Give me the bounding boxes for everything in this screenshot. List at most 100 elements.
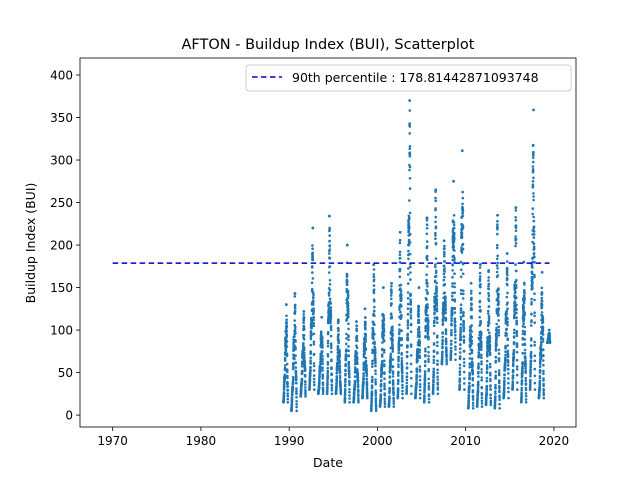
data-point xyxy=(443,267,446,270)
data-point xyxy=(344,362,348,366)
data-point xyxy=(461,226,465,230)
data-point xyxy=(397,378,400,382)
data-point xyxy=(291,387,295,390)
data-point xyxy=(487,322,491,325)
data-point xyxy=(512,360,515,363)
data-point xyxy=(310,281,314,285)
data-point xyxy=(436,386,440,389)
data-point xyxy=(461,196,465,200)
data-point xyxy=(444,311,448,315)
data-point xyxy=(504,350,507,354)
data-point xyxy=(540,311,544,314)
data-point xyxy=(294,325,297,329)
data-point xyxy=(479,285,482,289)
data-point xyxy=(399,283,403,287)
data-point xyxy=(471,404,475,407)
data-point xyxy=(321,366,324,370)
data-point xyxy=(494,377,497,380)
data-point xyxy=(478,305,482,309)
data-point xyxy=(471,372,475,376)
data-point xyxy=(432,361,436,365)
data-point xyxy=(498,407,502,410)
data-point xyxy=(538,379,542,383)
data-point xyxy=(468,352,472,356)
data-point xyxy=(302,316,306,319)
data-point xyxy=(397,370,400,374)
data-point xyxy=(452,223,456,227)
data-point xyxy=(515,334,519,337)
data-point xyxy=(454,341,457,344)
data-point xyxy=(516,388,519,391)
data-point xyxy=(326,376,330,379)
data-point xyxy=(476,389,480,393)
data-point xyxy=(312,299,315,303)
data-point xyxy=(294,345,297,349)
data-point xyxy=(506,353,510,357)
data-point xyxy=(461,202,464,206)
data-point xyxy=(514,229,518,233)
data-point xyxy=(291,367,295,371)
data-point xyxy=(454,358,457,362)
data-point xyxy=(347,372,351,375)
data-point xyxy=(364,356,368,360)
data-point xyxy=(363,307,367,311)
data-point xyxy=(372,275,376,279)
data-point xyxy=(326,360,330,364)
data-point xyxy=(495,246,499,250)
data-point xyxy=(285,362,289,366)
data-point xyxy=(498,384,501,388)
data-point xyxy=(477,364,480,368)
data-point xyxy=(514,263,517,266)
data-point xyxy=(497,348,501,352)
data-point xyxy=(343,396,347,400)
x-tick-label: 2020 xyxy=(539,434,570,448)
data-point xyxy=(531,185,535,188)
data-point xyxy=(480,360,483,363)
data-point xyxy=(328,244,332,247)
data-point xyxy=(418,389,422,392)
data-point xyxy=(285,314,288,318)
data-point xyxy=(388,395,391,398)
data-point xyxy=(533,381,537,385)
data-point xyxy=(427,397,431,401)
data-point xyxy=(441,335,445,339)
data-point xyxy=(406,332,410,336)
data-point xyxy=(295,405,298,409)
data-point xyxy=(355,329,359,333)
data-point xyxy=(379,393,383,396)
data-point xyxy=(409,292,412,296)
data-point xyxy=(400,329,403,332)
data-point xyxy=(291,380,295,383)
data-point xyxy=(496,219,499,223)
data-point xyxy=(361,387,365,391)
data-point xyxy=(470,357,474,361)
data-point xyxy=(522,260,526,264)
data-point xyxy=(506,291,509,295)
data-point xyxy=(312,311,315,315)
data-point xyxy=(374,362,377,365)
data-point xyxy=(406,282,410,285)
data-point xyxy=(355,324,359,328)
data-point xyxy=(327,305,331,308)
data-point xyxy=(433,319,436,323)
data-point xyxy=(408,125,412,128)
data-point xyxy=(494,359,498,363)
data-point xyxy=(405,378,409,382)
data-point xyxy=(364,347,368,351)
data-point xyxy=(343,388,347,391)
data-point xyxy=(458,351,462,354)
data-point xyxy=(409,271,412,274)
data-point xyxy=(444,301,447,304)
data-point xyxy=(309,356,313,360)
data-point xyxy=(356,376,360,379)
data-point xyxy=(294,340,297,343)
data-point xyxy=(425,227,429,230)
data-point xyxy=(309,331,313,335)
data-point xyxy=(506,323,509,327)
data-point xyxy=(436,378,440,381)
data-point xyxy=(498,386,501,390)
data-point xyxy=(388,380,392,384)
data-point xyxy=(533,314,536,318)
data-point xyxy=(468,372,472,376)
data-point xyxy=(511,364,515,368)
